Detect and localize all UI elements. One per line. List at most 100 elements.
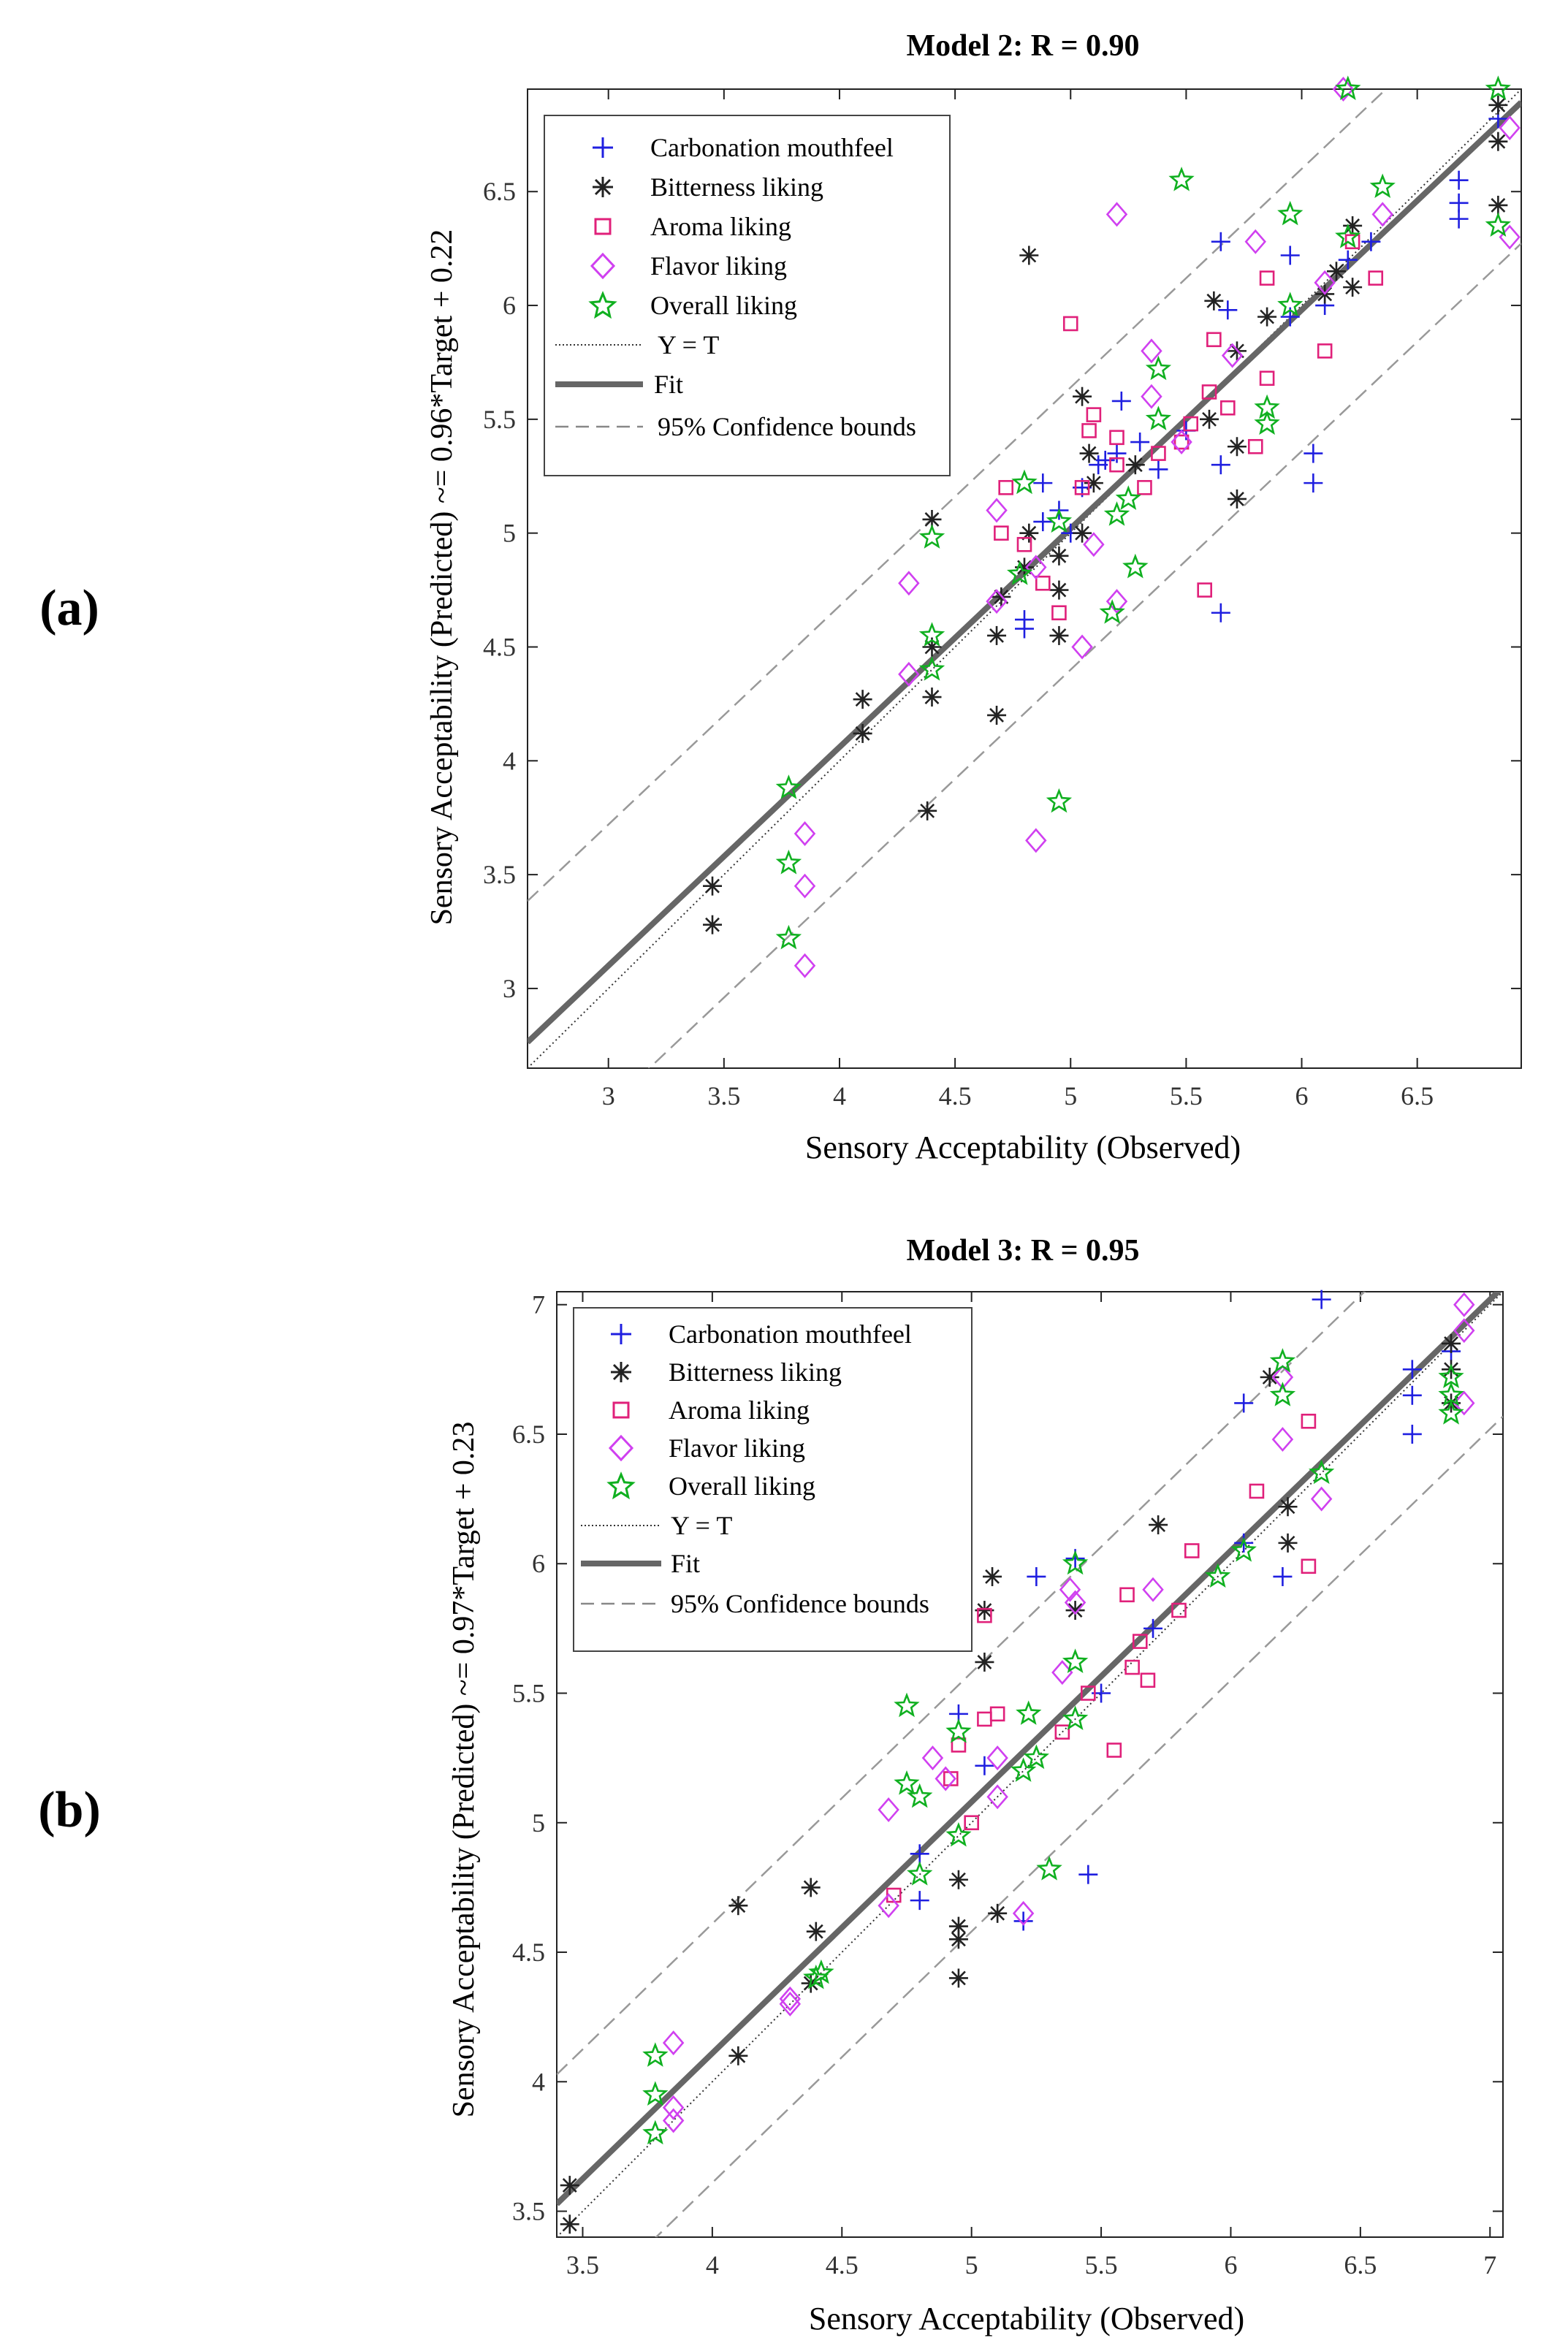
y-tick-label: 3.5 — [512, 2197, 545, 2226]
data-point — [775, 774, 802, 799]
data-point — [948, 1968, 968, 1988]
legend-label: 95% Confidence bounds — [671, 1589, 929, 1618]
data-point — [1438, 1400, 1464, 1425]
data-point — [994, 525, 1009, 541]
data-point — [1119, 1587, 1135, 1603]
y-tick-label: 6.5 — [483, 177, 516, 206]
data-point — [945, 1821, 972, 1847]
data-point — [1107, 443, 1127, 463]
legend-box — [544, 115, 951, 476]
legend-label: Flavor liking — [669, 1433, 805, 1463]
y-axis-label: Sensory Acceptability (Predicted) ~= 0.9… — [425, 229, 459, 926]
data-point — [1301, 1558, 1317, 1574]
series-bitterness-liking — [560, 1333, 1461, 2234]
confidence-bound-line — [557, 1292, 1366, 2076]
x-tick-label: 4.5 — [826, 2250, 859, 2280]
data-point — [1371, 202, 1393, 227]
data-point — [878, 1893, 899, 1919]
data-point — [662, 2030, 685, 2056]
data-point — [1033, 473, 1053, 493]
data-point — [1016, 536, 1032, 552]
chart-panel-a: Model 2: R = 0.90 3 3.5 4 4.5 5 5.5 6 6.5 3 3.5 4 4… — [425, 29, 1522, 1165]
data-point — [964, 1815, 979, 1831]
legend-label: Aroma liking — [650, 212, 791, 241]
data-point — [1033, 512, 1053, 532]
data-point — [803, 1964, 829, 1989]
plot-area: 3.5 4 4.5 5 5.5 6 6.5 7 3.5 4 4.5 5 5.5 6 6.5 7 — [512, 1290, 1504, 2280]
chart-title: Model 3: R = 0.95 — [906, 1234, 1139, 1268]
data-point — [987, 625, 1007, 645]
data-point — [1277, 292, 1304, 317]
data-point — [1184, 1543, 1200, 1558]
series-aroma-liking — [994, 234, 1384, 621]
data-point — [1218, 300, 1238, 320]
data-point — [1130, 433, 1150, 452]
data-point — [998, 480, 1013, 495]
data-point — [1247, 438, 1263, 454]
data-point — [1402, 1424, 1422, 1444]
data-point — [1074, 480, 1090, 495]
legend-marker-aroma — [612, 1401, 630, 1419]
panel-label-a: (a) — [39, 580, 99, 636]
data-point — [1361, 232, 1381, 251]
data-point — [793, 821, 816, 847]
data-point — [1140, 1672, 1156, 1688]
data-point — [1095, 450, 1115, 470]
data-point — [662, 2095, 685, 2120]
data-point — [1012, 1900, 1035, 1926]
y-tick-label: 4 — [503, 746, 516, 775]
data-point — [793, 873, 816, 899]
y-tick-label: 5.5 — [512, 1679, 545, 1708]
data-point — [1137, 480, 1152, 495]
data-point — [1141, 338, 1162, 364]
data-point — [1438, 1382, 1464, 1406]
legend-label: Overall liking — [669, 1471, 815, 1501]
data-point — [1197, 582, 1212, 598]
legend-label: Y = T — [658, 330, 719, 359]
data-point — [1269, 1348, 1296, 1373]
data-point — [1488, 132, 1508, 151]
data-point — [977, 1607, 992, 1623]
data-point — [728, 1896, 748, 1916]
data-point — [560, 2214, 579, 2234]
data-point — [1065, 1601, 1085, 1621]
data-point — [1260, 1367, 1279, 1387]
data-point — [1244, 229, 1266, 254]
x-tick-label: 4.5 — [939, 1081, 972, 1111]
legend-label: Overall liking — [650, 291, 797, 320]
data-point — [1109, 430, 1124, 446]
data-point — [1453, 1390, 1475, 1416]
legend-marker-overall — [606, 1471, 636, 1500]
legend-label: Fit — [654, 370, 683, 399]
data-point — [1277, 200, 1304, 226]
data-point — [1310, 1486, 1333, 1512]
data-point — [1103, 501, 1130, 526]
data-point — [948, 1870, 968, 1889]
data-point — [935, 1766, 956, 1791]
data-point — [1025, 555, 1047, 580]
legend-marker-overall — [588, 291, 617, 319]
legend-marker-flavor — [590, 252, 616, 280]
y-tick-label: 7 — [532, 1290, 545, 1319]
data-point — [1249, 1483, 1265, 1499]
data-point — [1035, 575, 1051, 591]
data-point — [1013, 1911, 1033, 1931]
data-point — [948, 1916, 968, 1936]
data-point — [703, 876, 723, 896]
data-point — [918, 622, 945, 647]
data-point — [1019, 245, 1039, 265]
legend-marker-bitterness — [593, 177, 613, 197]
legend-marker-flavor — [608, 1434, 634, 1462]
data-point — [988, 1903, 1008, 1923]
data-point — [779, 1991, 802, 2016]
y-axis-label: Sensory Acceptability (Predicted) ~= 0.9… — [447, 1422, 481, 2118]
x-tick-label: 4 — [833, 1081, 846, 1111]
data-point — [1145, 355, 1172, 381]
data-point — [662, 2108, 685, 2133]
data-point — [642, 2081, 669, 2106]
series-carbonation-mouthfeel — [910, 1290, 1461, 1931]
legend-box — [573, 1307, 973, 1652]
data-point — [1149, 1515, 1168, 1535]
data-point — [1211, 232, 1230, 251]
data-point — [1049, 580, 1069, 600]
